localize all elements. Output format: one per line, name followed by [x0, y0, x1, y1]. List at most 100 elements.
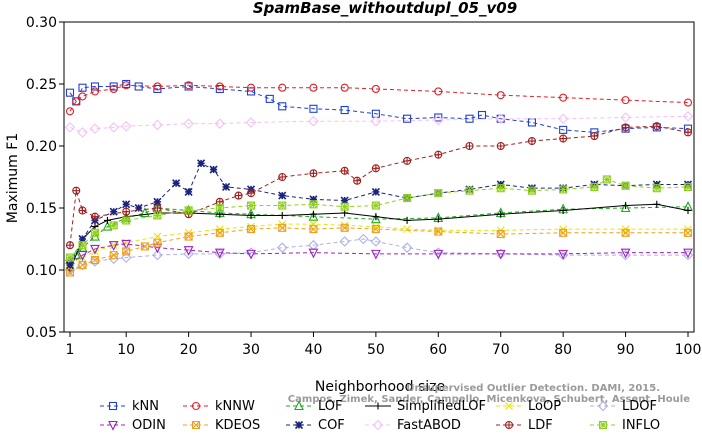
data-point [495, 113, 507, 124]
data-point [371, 225, 380, 234]
data-point [122, 81, 131, 90]
data-point [434, 113, 443, 122]
data-point [278, 83, 287, 92]
data-point [152, 243, 163, 254]
data-point [134, 82, 143, 91]
data-point [433, 249, 444, 260]
data-point [246, 225, 256, 234]
legend-marker [108, 420, 118, 431]
data-point [353, 176, 362, 185]
data-point [122, 200, 131, 209]
y-axis-label: Maximum F1 [5, 133, 21, 223]
data-point [90, 228, 100, 237]
data-point [308, 239, 319, 251]
legend-item-cof: COF [286, 418, 345, 433]
legend-label: FastABOD [397, 418, 461, 433]
data-point [403, 194, 412, 203]
data-point [403, 114, 412, 123]
data-point [559, 185, 568, 194]
legend-marker [504, 420, 514, 430]
legend-item-ldof: LDOF [590, 399, 657, 414]
data-point [153, 203, 162, 213]
data-point [184, 187, 193, 196]
legend-item-lof: LOF [286, 399, 343, 414]
data-point [278, 211, 286, 219]
plot-border [63, 21, 695, 333]
data-point [209, 165, 218, 174]
data-point [370, 115, 382, 127]
data-point [245, 117, 257, 128]
data-point [683, 128, 693, 137]
data-point [559, 93, 568, 102]
data-point [122, 216, 131, 225]
data-point [590, 182, 599, 191]
data-point [621, 228, 630, 237]
data-point [214, 248, 225, 259]
data-point [340, 166, 349, 175]
data-point [120, 252, 132, 263]
legend-label: SimplifiedLOF [397, 399, 486, 414]
data-point [152, 119, 163, 131]
data-point [65, 253, 75, 262]
legend-marker [294, 420, 304, 430]
x-tick-label: 30 [242, 342, 260, 358]
legend-label: kNNW [215, 399, 255, 414]
data-point [102, 220, 113, 231]
data-point [78, 92, 87, 101]
data-point [372, 213, 380, 221]
data-point [109, 251, 118, 260]
x-tick-label: 80 [554, 342, 572, 358]
data-point [559, 228, 568, 237]
data-point [278, 223, 287, 232]
data-point [153, 84, 162, 94]
data-point [621, 96, 630, 105]
data-point [122, 207, 131, 216]
series-line [69, 243, 688, 265]
data-point [370, 249, 381, 260]
y-tick-label: 0.25 [26, 77, 57, 93]
data-point [434, 87, 443, 96]
data-point [246, 83, 256, 92]
plot-frame [63, 21, 695, 333]
legend-label: LDOF [622, 399, 657, 414]
y-tick-label: 0.05 [26, 325, 57, 341]
x-tick-label: 50 [367, 342, 385, 358]
data-point [620, 249, 631, 261]
data-point [371, 201, 380, 210]
series-line [69, 206, 689, 261]
legend-label: LOF [318, 399, 343, 414]
data-point [371, 164, 380, 173]
data-point [496, 184, 505, 193]
legend-label: COF [318, 418, 345, 433]
legend-marker [505, 402, 513, 410]
data-point [434, 150, 443, 159]
data-point [65, 268, 75, 277]
data-point [682, 249, 694, 261]
data-point [90, 82, 100, 91]
data-point [340, 83, 349, 92]
data-point [434, 227, 443, 236]
data-point [90, 87, 100, 96]
data-point [90, 212, 100, 221]
legend-item-loop: LoOP [496, 399, 561, 414]
data-point [153, 197, 162, 206]
data-point [622, 202, 630, 210]
data-point [682, 110, 694, 122]
data-point [684, 206, 692, 214]
data-point [77, 127, 88, 138]
data-point [197, 159, 206, 168]
data-point [78, 241, 87, 250]
x-tick-label: 1 [66, 342, 75, 358]
legend-item-simplifiedlof: SimplifiedLOF [365, 399, 486, 414]
data-point [278, 172, 287, 182]
data-point [121, 239, 132, 250]
data-point [465, 141, 474, 151]
data-point [109, 82, 118, 91]
series-line [69, 178, 689, 258]
data-point [65, 88, 75, 97]
data-point [65, 107, 75, 116]
data-point [653, 200, 661, 208]
data-point [370, 213, 381, 224]
legend-label: LoOP [528, 399, 561, 414]
data-point [496, 91, 505, 100]
